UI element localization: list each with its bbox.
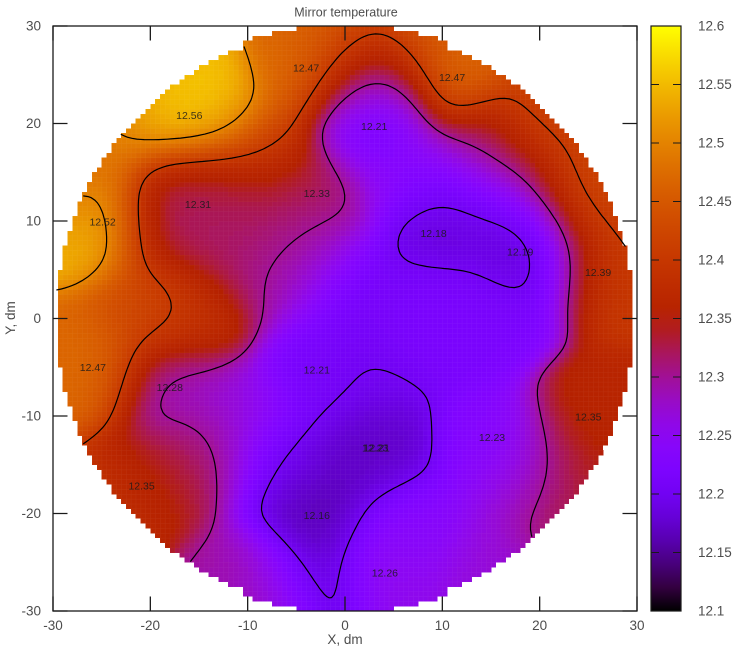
- svg-text:12.3: 12.3: [698, 370, 724, 385]
- svg-text:0: 0: [33, 311, 41, 326]
- svg-text:12.47: 12.47: [293, 62, 319, 74]
- svg-text:-10: -10: [21, 409, 41, 424]
- svg-text:12.31: 12.31: [185, 199, 211, 211]
- svg-text:10: 10: [435, 618, 450, 633]
- svg-text:12.21: 12.21: [361, 121, 387, 133]
- svg-text:12.21: 12.21: [364, 443, 390, 455]
- svg-text:12.55: 12.55: [698, 77, 732, 92]
- svg-text:12.5: 12.5: [698, 136, 724, 151]
- svg-text:12.6: 12.6: [698, 19, 724, 34]
- svg-text:10: 10: [26, 214, 41, 229]
- svg-text:12.25: 12.25: [698, 428, 732, 443]
- svg-text:12.28: 12.28: [157, 382, 183, 394]
- svg-text:Y, dm: Y, dm: [3, 301, 18, 335]
- svg-text:12.2: 12.2: [698, 487, 724, 502]
- svg-text:12.16: 12.16: [304, 510, 330, 522]
- svg-text:Mirror temperature: Mirror temperature: [294, 6, 398, 20]
- svg-text:12.23: 12.23: [479, 432, 505, 444]
- svg-text:30: 30: [629, 618, 644, 633]
- svg-text:12.19: 12.19: [507, 247, 533, 259]
- svg-text:-30: -30: [21, 604, 41, 619]
- svg-text:12.1: 12.1: [698, 604, 724, 619]
- svg-text:12.47: 12.47: [80, 362, 106, 374]
- svg-text:0: 0: [341, 618, 349, 633]
- svg-text:12.33: 12.33: [304, 188, 330, 200]
- svg-text:12.21: 12.21: [304, 365, 330, 377]
- svg-text:-20: -20: [21, 506, 41, 521]
- svg-text:12.35: 12.35: [698, 311, 732, 326]
- svg-text:12.35: 12.35: [128, 481, 154, 493]
- svg-text:12.4: 12.4: [698, 253, 725, 268]
- svg-text:12.26: 12.26: [372, 568, 398, 580]
- svg-text:12.56: 12.56: [176, 110, 202, 122]
- svg-text:30: 30: [26, 19, 41, 34]
- svg-text:20: 20: [532, 618, 547, 633]
- svg-text:12.39: 12.39: [585, 267, 611, 279]
- svg-text:12.35: 12.35: [575, 412, 601, 424]
- svg-text:X, dm: X, dm: [327, 632, 362, 647]
- svg-text:-30: -30: [43, 618, 63, 633]
- svg-text:-20: -20: [141, 618, 161, 633]
- svg-text:12.23: 12.23: [362, 443, 388, 455]
- svg-text:12.52: 12.52: [89, 217, 115, 229]
- svg-text:12.45: 12.45: [698, 194, 732, 209]
- svg-text:-10: -10: [238, 618, 258, 633]
- svg-text:12.15: 12.15: [698, 545, 732, 560]
- svg-text:20: 20: [26, 116, 41, 131]
- svg-text:12.18: 12.18: [420, 228, 446, 240]
- svg-text:12.47: 12.47: [439, 72, 465, 84]
